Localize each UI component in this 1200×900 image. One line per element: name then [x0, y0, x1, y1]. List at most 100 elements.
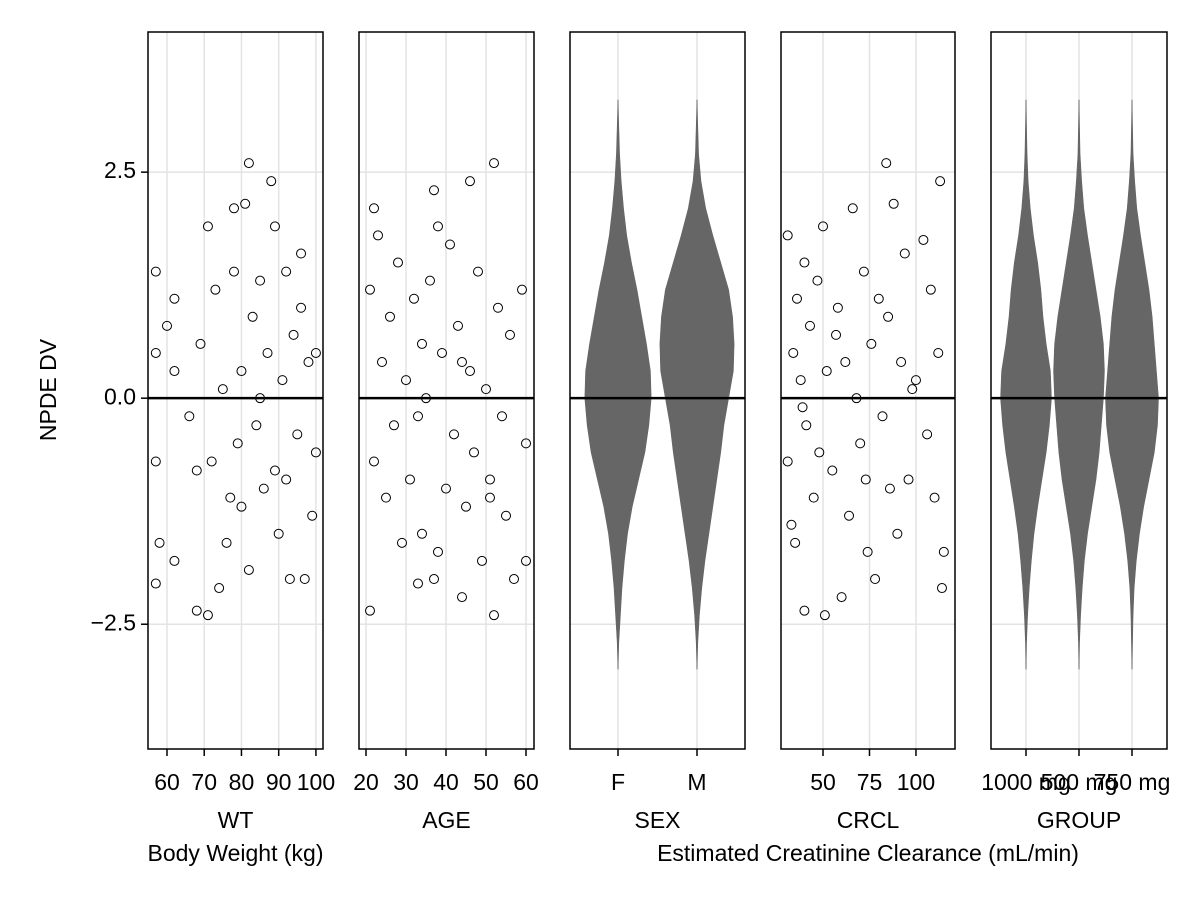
point [247, 311, 258, 322]
x-tick-label: 100 [297, 769, 335, 795]
point [801, 420, 812, 431]
point [844, 510, 855, 521]
point [401, 375, 411, 386]
point [210, 284, 221, 295]
point [225, 492, 236, 503]
x-axis-sublabel: Estimated Creatinine Clearance (mL/min) [657, 840, 1079, 866]
y-tick-label: −2.5 [91, 609, 136, 635]
point [517, 284, 527, 295]
point [521, 555, 531, 566]
x-tick-label: 75 [857, 769, 883, 795]
point [929, 492, 940, 503]
point [202, 610, 213, 621]
point [437, 347, 447, 358]
violin-half [1025, 99, 1052, 670]
point [369, 456, 379, 467]
point [255, 275, 266, 286]
point [449, 429, 459, 440]
panel-frame [780, 31, 956, 750]
point [369, 203, 379, 214]
point [812, 275, 823, 286]
x-tick-label: 40 [433, 769, 459, 795]
point [818, 221, 829, 232]
point [922, 429, 933, 440]
point [790, 537, 801, 548]
point [169, 293, 180, 304]
point [489, 610, 499, 621]
violin-half [1000, 99, 1027, 670]
point [808, 492, 819, 503]
point [229, 203, 240, 214]
point [821, 366, 832, 377]
point [397, 537, 407, 548]
point [832, 302, 843, 313]
point [791, 293, 802, 304]
point [473, 266, 483, 277]
point [307, 510, 318, 521]
violin-half [696, 99, 735, 670]
point [918, 234, 929, 245]
point [258, 483, 269, 494]
point [214, 583, 225, 594]
point [417, 338, 427, 349]
x-axis-label: AGE [422, 807, 471, 833]
point [819, 610, 830, 621]
point [184, 411, 195, 422]
point [881, 158, 892, 169]
point [365, 605, 375, 616]
point [465, 366, 475, 377]
point [296, 302, 307, 313]
point [799, 257, 810, 268]
point [910, 375, 921, 386]
point [866, 338, 877, 349]
point [310, 447, 321, 458]
point [299, 574, 310, 585]
x-tick-label: M [687, 769, 706, 795]
point [936, 583, 947, 594]
x-axis-label: WT [218, 807, 254, 833]
point [288, 329, 299, 340]
point [788, 347, 799, 358]
point [782, 230, 793, 241]
point [251, 420, 262, 431]
x-tick-label: 60 [513, 769, 539, 795]
point [296, 248, 307, 259]
point [505, 329, 515, 340]
point [870, 574, 881, 585]
x-tick-label: 20 [353, 769, 379, 795]
violin-half [1105, 99, 1133, 670]
panel-frame [990, 31, 1168, 750]
panel-frame [147, 31, 324, 750]
point [217, 384, 228, 395]
x-tick-label: 500 mg [1041, 769, 1118, 795]
point [465, 176, 475, 187]
point [154, 537, 165, 548]
point [827, 465, 838, 476]
y-tick-label: 2.5 [104, 157, 136, 183]
point [262, 347, 273, 358]
point [786, 519, 797, 530]
point [429, 574, 439, 585]
point [221, 537, 232, 548]
point [281, 474, 292, 485]
point [797, 402, 808, 413]
point [489, 158, 499, 169]
x-tick-label: 50 [473, 769, 499, 795]
point [232, 438, 243, 449]
point [433, 221, 443, 232]
panel-frame [569, 31, 746, 750]
x-tick-label: 30 [393, 769, 419, 795]
point [292, 429, 303, 440]
point [509, 574, 519, 585]
point [273, 528, 284, 539]
point [883, 311, 894, 322]
point [269, 221, 280, 232]
point [385, 311, 395, 322]
point [240, 198, 251, 209]
y-axis-label: NPDE DV [35, 338, 61, 441]
point [310, 347, 321, 358]
point [445, 239, 455, 250]
point [485, 492, 495, 503]
violin-half [617, 99, 652, 670]
point [453, 320, 463, 331]
